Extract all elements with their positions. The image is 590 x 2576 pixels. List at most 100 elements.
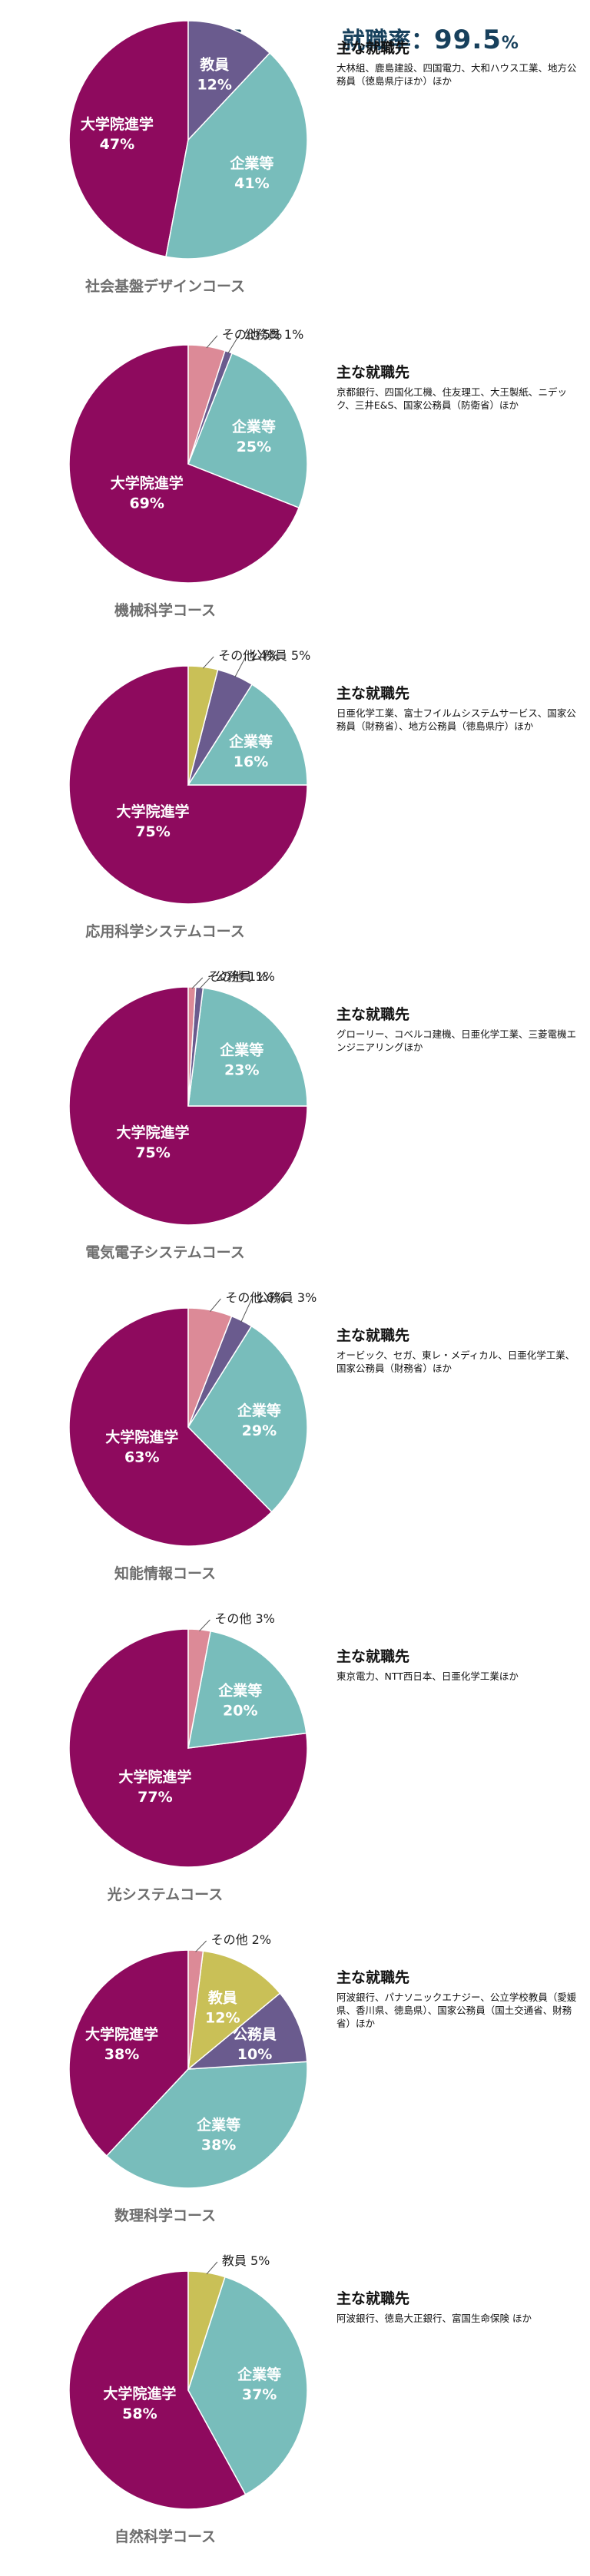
pie-slice (187, 986, 197, 1107)
slice-value-label: 41% (234, 175, 269, 192)
slice-name-label: 企業等 (196, 2116, 240, 2134)
pie-slice (187, 344, 226, 465)
employment-rate-unit: % (501, 34, 519, 53)
employers-list: オービック、セガ、東レ・メディカル、日亜化学工業、国家公務員（財務省）ほか (336, 1349, 575, 1374)
slice-name-label: 企業等 (237, 2366, 281, 2383)
slice-name-label: 企業等 (228, 733, 273, 750)
pie-slice (68, 665, 308, 905)
pie-slice (187, 1628, 211, 1749)
slice-outside-label: その他 5% (222, 327, 282, 342)
course-name: 応用科学システムコース (85, 923, 245, 940)
pie-slice (186, 1992, 308, 2070)
pie-slice (68, 1949, 189, 2157)
course-section: 大学院進学 58% 企業等 37% 教員 5% 自然科学コース 主な就職先 阿波銀行、徳島大正… (0, 2253, 590, 2573)
slice-outside-label: その他 6% (225, 1290, 285, 1305)
pie-slice (68, 344, 300, 584)
course-name: 数理科学コース (114, 2207, 217, 2224)
leader-line (227, 335, 240, 354)
pie-slice (187, 987, 308, 1107)
slice-value-label: 20% (223, 1702, 257, 1719)
slice-value-label: 25% (237, 439, 271, 455)
leader-line (191, 977, 204, 989)
employers-list: 京都銀行、四国化工機、住友理工、大王製紙、ニデック、三井E&S、国家公務員（防衛… (336, 386, 568, 411)
course-section: 大学院進学 75% 企業等 23% 公務員 1% その他 1% 電気電子システムコース 主な就… (0, 969, 590, 1289)
pie-chart: 大学院進学 77% 企業等 20% その他 3% (68, 1611, 308, 1868)
slice-value-label: 12% (205, 2010, 240, 2027)
employment-rate-label: 就職率： (342, 28, 434, 55)
slice-value-label: 38% (104, 2046, 139, 2063)
employers-list: 阿波銀行、パナソニックエナジー、公立学校教員（愛媛県、香川県、徳島県）、国家公務… (336, 1992, 577, 2029)
course-name: 社会基盤デザインコース (85, 278, 246, 295)
pie-slice (187, 20, 271, 141)
slice-name-label: 公務員 (233, 2025, 277, 2043)
employers-list: 阿波銀行、徳島大正銀行、富国生命保険 ほか (336, 2313, 532, 2324)
pie-slice (187, 2276, 308, 2495)
slice-name-label: 大学院進学 (81, 115, 154, 133)
slice-value-label: 75% (135, 1144, 170, 1161)
slice-value-label: 38% (201, 2137, 236, 2154)
course-section: 大学院進学 75% 企業等 16% 公務員 5% その他 4% 応用科学システムコース 主な就… (0, 648, 590, 968)
pie-chart: 大学院進学 58% 企業等 37% 教員 5% (68, 2253, 308, 2510)
pie-slice (187, 1630, 307, 1749)
slice-value-label: 12% (197, 77, 231, 94)
pie-chart: 大学院進学 69% 企業等 25% 公務員 1%その他 5% (68, 327, 308, 584)
employers-heading: 主な就職先 (336, 685, 410, 702)
pie-slice (165, 51, 308, 260)
slice-outside-label: その他 2% (211, 1932, 271, 1947)
course-name: 光システムコース (107, 1886, 224, 1903)
employers-heading: 主な就職先 (336, 1648, 410, 1665)
slice-name-label: 大学院進学 (85, 2025, 158, 2043)
pie-slice (68, 20, 189, 258)
employers-heading: 主な就職先 (336, 40, 410, 57)
pie-slice (68, 2270, 247, 2510)
pie-chart: 大学院進学 63% 企業等 29% 公務員 3%その他 6% (68, 1290, 317, 1547)
slice-outside-label: 公務員 1% (244, 327, 303, 342)
leader-line (206, 335, 218, 349)
course-section: 大学院進学 77% 企業等 20% その他 3% 光システムコース 主な就職先 東京電力、NT… (0, 1611, 590, 1931)
slice-name-label: 企業等 (229, 154, 273, 172)
pie-slice (187, 352, 308, 509)
course-section: 大学院進学 38% 企業等 38% 公務員 10% 教員 12% その他 2% 数理科学コース 主な… (0, 1932, 590, 2252)
leader-line (210, 1298, 221, 1313)
pie-slice (187, 1307, 233, 1428)
slice-name-label: 企業等 (219, 1041, 264, 1059)
slice-name-label: 教員 (200, 56, 229, 74)
employers-heading: 主な就職先 (336, 1969, 410, 1986)
pie-chart: 大学院進学 38% 企業等 38% 公務員 10% 教員 12% その他 2% (68, 1932, 308, 2189)
leader-line (199, 1619, 210, 1632)
course-section: 大学院進学 69% 企業等 25% 公務員 1% その他 5% 機械科学コース 主な就職先 京都… (0, 327, 590, 647)
employers-list: 大林組、鹿島建設、四国電力、大和ハウス工業、地方公務員（徳島県庁ほか）ほか (336, 62, 577, 87)
leader-line (234, 656, 247, 677)
pie-slice (187, 1325, 308, 1513)
slice-value-label: 23% (224, 1062, 259, 1079)
pie-chart: 大学院進学 47% 企業等 41% 教員 12% (68, 20, 308, 260)
employers-heading: 主な就職先 (336, 2290, 410, 2307)
employers-list: 日亜化学工業、富士フイルムシステムサービス、国家公務員（財務省）、地方公務員（徳… (336, 707, 576, 732)
slice-value-label: 69% (129, 495, 164, 512)
employment-rate: 就職率：99.5% (342, 22, 519, 55)
slice-outside-label: 公務員 3% (257, 1290, 317, 1305)
employers-list: 東京電力、NTT西日本、日亜化学工業ほか (336, 1670, 519, 1682)
pie-slice (187, 1949, 204, 2070)
slice-name-label: 企業等 (237, 1402, 281, 1419)
pie-slice (187, 684, 308, 786)
slice-name-label: 教員 (208, 1989, 237, 2007)
pie-slice (105, 2061, 308, 2189)
slice-value-label: 10% (237, 2046, 272, 2063)
pie-chart: 大学院進学 75% 企業等 16% 公務員 5%その他 4% (68, 648, 310, 905)
employers-list: グローリー、コベルコ建機、日亜化学工業、三菱電機エンジニアリングほか (336, 1028, 577, 1053)
leader-line (199, 977, 210, 990)
slice-outside-label: 公務員 5% (250, 648, 310, 663)
slice-name-label: 企業等 (231, 418, 276, 435)
slice-value-label: 37% (242, 2386, 277, 2403)
course-name: 自然科学コース (114, 2528, 217, 2545)
slice-value-label: 29% (242, 1422, 277, 1439)
slice-outside-label: その他 1% (207, 969, 267, 984)
slice-name-label: 企業等 (217, 1681, 262, 1699)
slice-name-label: 大学院進学 (111, 475, 184, 492)
slice-outside-label: その他 4% (218, 648, 278, 663)
employers-heading: 主な就職先 (336, 1327, 410, 1344)
slice-name-label: 大学院進学 (116, 1124, 189, 1141)
slice-value-label: 75% (135, 823, 170, 840)
